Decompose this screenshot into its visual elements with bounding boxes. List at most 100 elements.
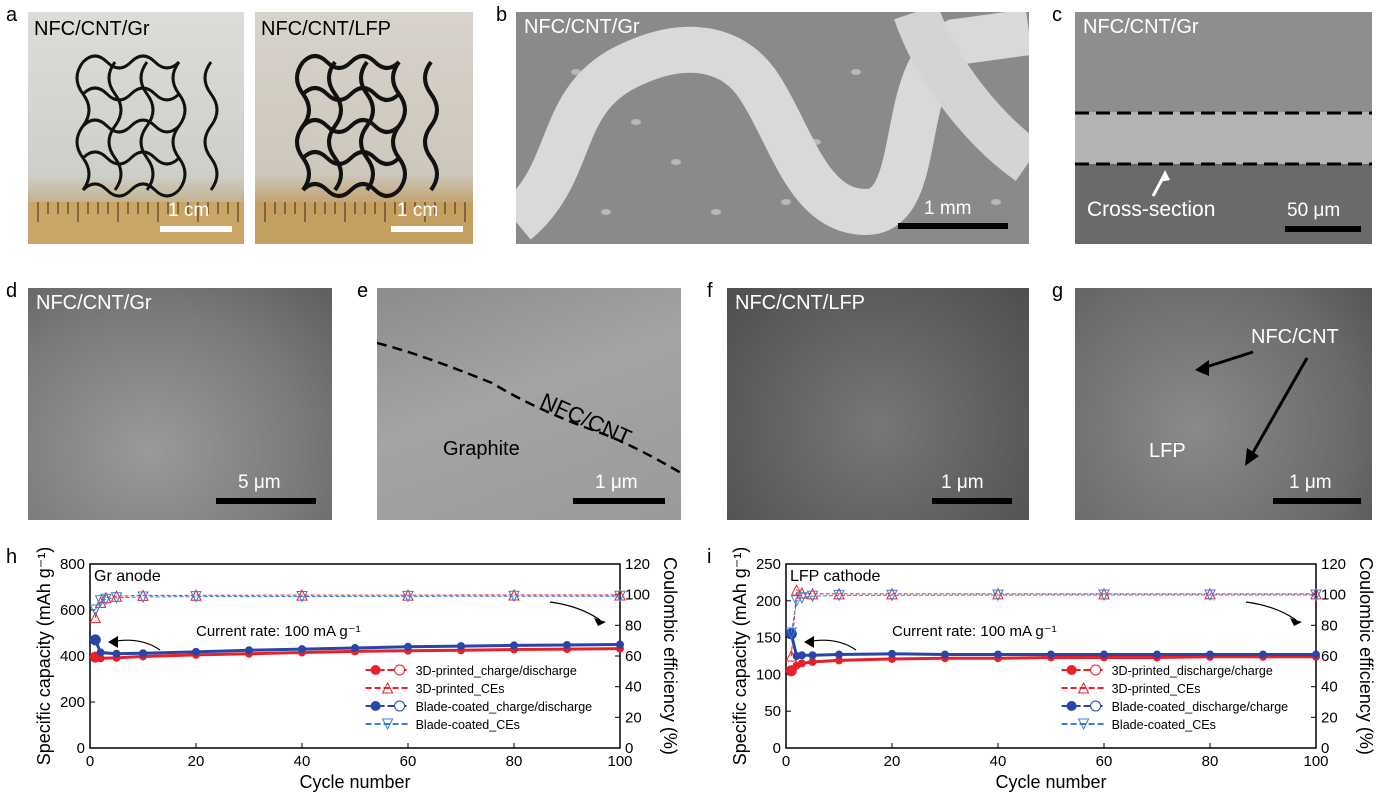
data-point: [1098, 589, 1110, 602]
panel-d-title: NFC/CNT/Gr: [36, 292, 152, 314]
data-point: [785, 627, 798, 640]
x-tick-label: 20: [188, 753, 205, 770]
data-point: [616, 640, 624, 649]
legend-marker: [394, 664, 406, 676]
serpentine-lattice-gr: [28, 54, 244, 244]
left-axis-arrowhead: [108, 636, 118, 648]
data-point: [992, 589, 1004, 602]
data-point: [888, 649, 896, 658]
data-point: [941, 650, 949, 659]
data-point: [110, 590, 123, 602]
data-point: [94, 595, 107, 607]
data-point: [100, 593, 112, 606]
panel-a-right-title: NFC/CNT/LFP: [261, 18, 391, 40]
lfp-label: LFP: [1149, 440, 1186, 462]
y2-tick-label: 80: [625, 617, 642, 634]
data-point: [137, 589, 149, 601]
legend-marker: [394, 700, 406, 712]
panel-label-f: f: [707, 280, 713, 302]
legend-marker: [1077, 681, 1090, 694]
current-rate-annotation: Current rate: 100 mA g⁻¹: [196, 623, 361, 640]
data-point: [89, 611, 102, 624]
data-point: [1047, 650, 1055, 659]
data-point: [89, 634, 101, 646]
panel-label-h: h: [6, 546, 18, 568]
data-point: [112, 649, 121, 658]
serpentine-lattice-lfp: [255, 54, 473, 244]
panel-label-c: c: [1052, 4, 1062, 26]
data-point: [992, 587, 1004, 600]
legend-marker: [381, 681, 394, 694]
data-point: [89, 604, 102, 617]
data-point: [402, 590, 414, 603]
data-point: [110, 592, 123, 604]
data-point: [508, 588, 520, 601]
y-tick-label: 0: [773, 740, 781, 757]
data-point: [190, 589, 202, 601]
x-tick-label: 100: [1303, 753, 1328, 770]
scale-bar: [1273, 498, 1361, 504]
y-tick-label: 400: [60, 648, 85, 665]
sem-image-e: NFC/CNT Graphite 1 μm: [377, 288, 681, 520]
panel-b-title: NFC/CNT/Gr: [524, 16, 640, 38]
legend-label: 3D-printed_CEs: [416, 682, 505, 696]
data-point: [190, 591, 202, 603]
data-point: [508, 590, 520, 603]
legend-label: Blade-coated_CEs: [416, 718, 520, 732]
annotation-arrows: [1195, 350, 1309, 466]
legend-label: 3D-printed_discharge/charge: [1112, 664, 1273, 678]
y2-tick-label: 120: [625, 556, 650, 573]
data-point: [833, 589, 845, 602]
scale-bar: [216, 498, 316, 504]
data-point: [886, 587, 898, 600]
nfc-cnt-label: NFC/CNT: [1251, 326, 1339, 348]
data-point: [1206, 650, 1214, 659]
data-point: [614, 590, 626, 603]
cross-section-layer: [1075, 12, 1372, 244]
data-point: [835, 650, 843, 659]
data-point: [351, 643, 359, 652]
scale-bar-label: 5 μm: [238, 472, 281, 493]
y2-tick-label: 20: [625, 709, 642, 726]
sem-image-g: NFC/CNT LFP 1 μm: [1075, 288, 1372, 520]
x-tick-label: 40: [294, 753, 311, 770]
series-line: [790, 589, 1316, 657]
y2-tick-label: 40: [625, 679, 642, 696]
data-point: [614, 588, 626, 601]
scale-bar: [1285, 226, 1361, 232]
y2-tick-label: 60: [625, 648, 642, 665]
data-point: [296, 591, 308, 603]
series-line: [790, 594, 1316, 634]
legend-label: Blade-coated_charge/discharge: [416, 700, 593, 714]
panel-a-left-title: NFC/CNT/Gr: [34, 18, 150, 40]
data-point: [457, 642, 465, 651]
data-point: [404, 642, 412, 651]
y2-tick-label: 60: [1321, 648, 1338, 665]
scale-bar-label: 1 cm: [168, 200, 210, 221]
data-point: [510, 641, 518, 650]
panel-label-d: d: [6, 280, 18, 302]
y2-axis-label: Coulombic efficiency (%): [660, 557, 680, 755]
y2-tick-label: 80: [1321, 617, 1338, 634]
data-point: [994, 650, 1002, 659]
data-point: [245, 646, 253, 655]
legend-label: 3D-printed_charge/discharge: [416, 664, 577, 678]
data-point: [96, 648, 105, 657]
scale-bar-label: 50 μm: [1287, 200, 1341, 221]
y-tick-label: 200: [756, 593, 781, 610]
series-line: [94, 595, 620, 611]
current-rate-annotation: Current rate: 100 mA g⁻¹: [892, 623, 1057, 640]
scale-bar: [898, 223, 1008, 229]
data-point: [806, 590, 819, 603]
y2-axis-label: Coulombic efficiency (%): [1356, 557, 1376, 755]
y-axis-label: Specific capacity (mAh g⁻¹): [730, 548, 750, 765]
scale-bar: [160, 226, 232, 232]
graphite-label: Graphite: [443, 438, 520, 460]
legend-marker: [1066, 665, 1077, 675]
x-axis-label: Cycle number: [995, 772, 1106, 792]
x-tick-label: 20: [884, 753, 901, 770]
left-axis-arrowhead: [804, 636, 814, 648]
scale-bar-label: 1 mm: [924, 198, 972, 219]
x-tick-label: 80: [1202, 753, 1219, 770]
interface-boundary: [377, 341, 681, 475]
